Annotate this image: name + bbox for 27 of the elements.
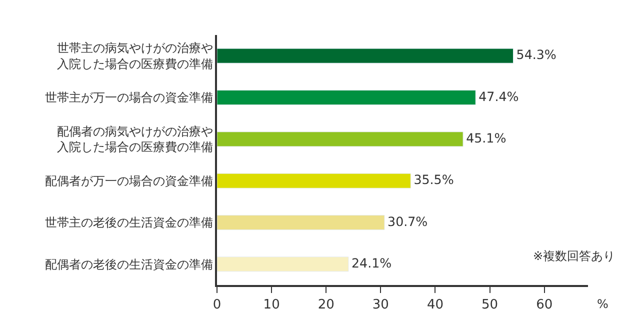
- data-label: 45.1%: [466, 130, 506, 146]
- y-tick-label: 配偶者が万一の場合の資金準備: [44, 174, 213, 188]
- bar: [217, 48, 514, 64]
- annotation: ※複数回答あり: [533, 249, 616, 263]
- bar: [217, 214, 385, 230]
- x-tick-label: 10: [263, 297, 280, 312]
- y-tick-label: 配偶者の病気やけがの治療や入院した場合の医療費の準備: [56, 124, 213, 154]
- y-tick-label: 世帯主の病気やけがの治療や入院した場合の医療費の準備: [56, 41, 213, 71]
- x-tick-label: 0: [212, 297, 222, 312]
- x-tick-label: 30: [372, 297, 389, 312]
- data-label: 54.3%: [516, 47, 556, 62]
- x-tick-label: 60: [536, 297, 553, 312]
- y-tick-label: 世帯主が万一の場合の資金準備: [44, 90, 213, 105]
- data-label: 35.5%: [414, 172, 454, 188]
- x-tick-label: 40: [426, 297, 444, 312]
- bar: [217, 132, 464, 147]
- data-label: 30.7%: [388, 214, 428, 229]
- bar: [217, 90, 476, 106]
- x-tick-label: 20: [318, 297, 334, 312]
- y-tick-label: 世帯主の老後の生活資金の準備: [44, 216, 213, 230]
- data-label: 47.4%: [478, 88, 519, 104]
- bar: [217, 173, 411, 188]
- x-axis-title: %: [597, 297, 608, 311]
- bar: [217, 256, 349, 272]
- y-tick-label: 配偶者の老後の生活資金の準備: [44, 257, 213, 272]
- data-label: 24.1%: [352, 256, 392, 271]
- x-tick-label: 50: [482, 297, 498, 312]
